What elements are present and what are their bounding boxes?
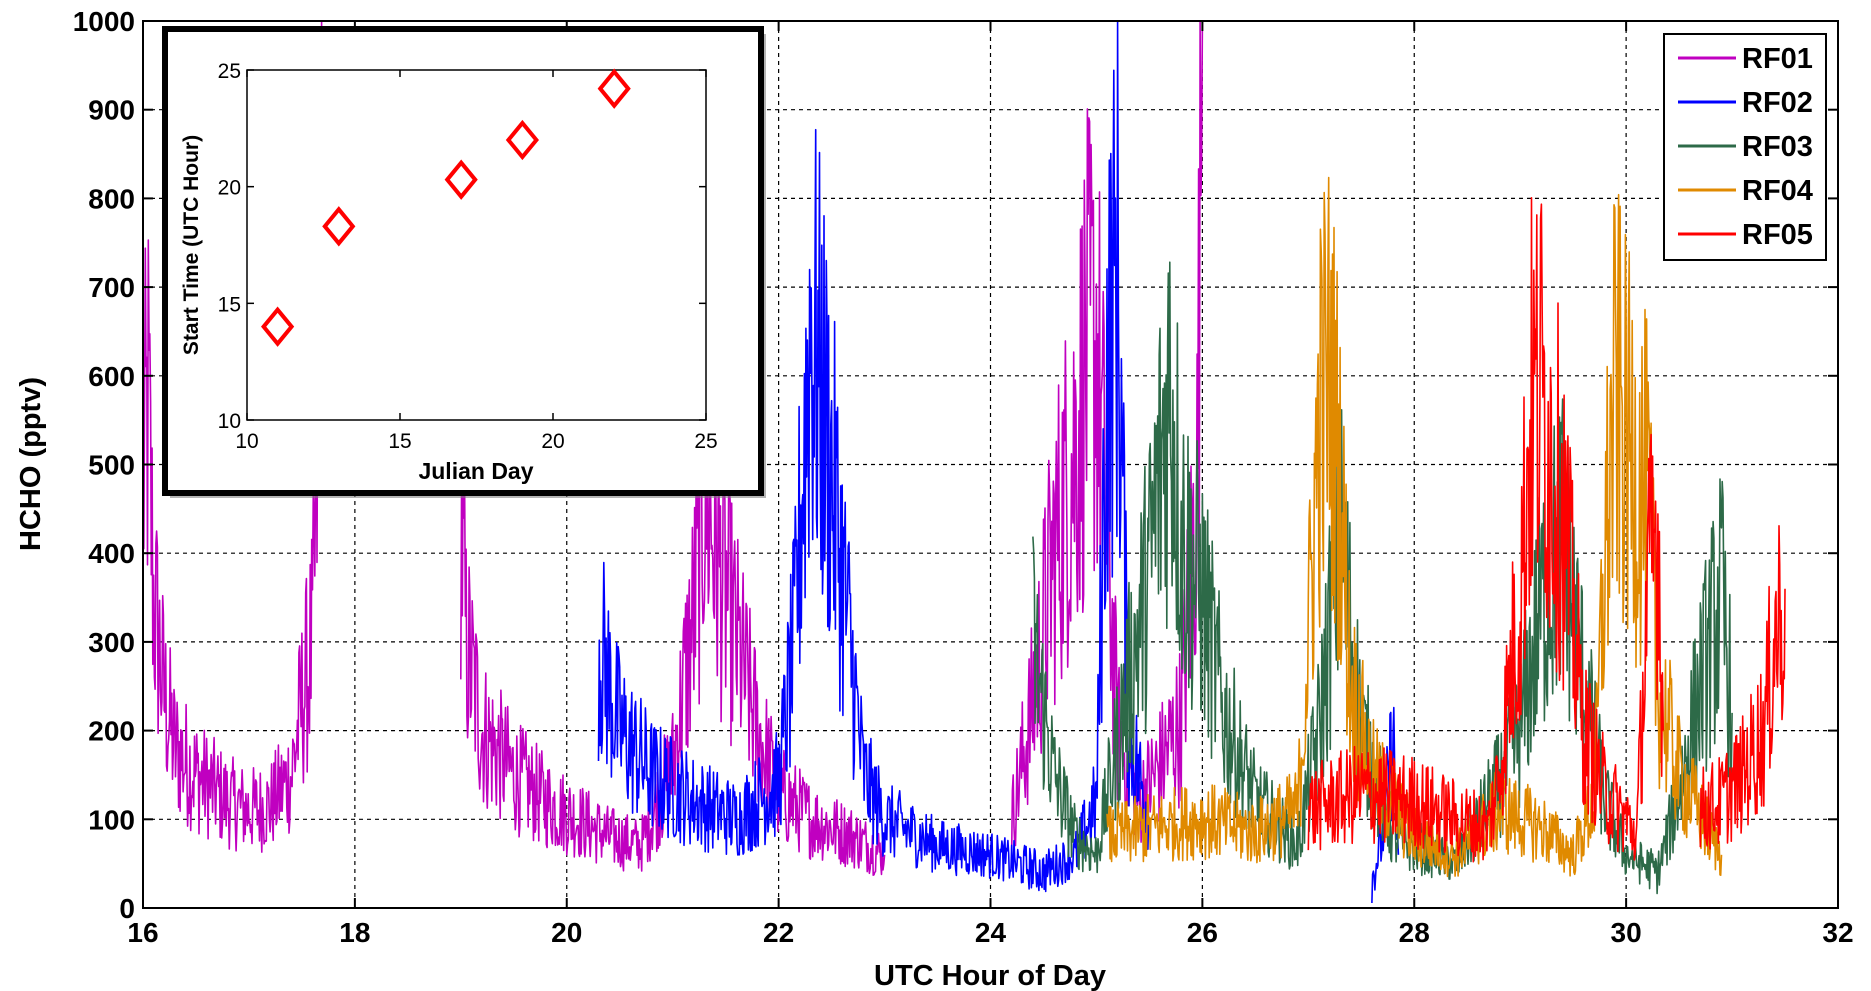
y-tick-label: 400 xyxy=(88,538,135,569)
inset-x-axis-label: Julian Day xyxy=(418,458,533,484)
inset-x-tick-label: 15 xyxy=(388,430,411,453)
series-line-rf02 xyxy=(597,20,1151,893)
inset-x-tick-label: 20 xyxy=(541,430,564,453)
main-ticks: 16 18 20 22 24 26 28 30 32 0 100 200 300 400 500 600 700… xyxy=(73,6,1854,948)
y-tick-label: 0 xyxy=(119,893,135,924)
main-series xyxy=(142,20,1786,904)
inset-diamond-marker xyxy=(505,119,539,161)
inset-frame xyxy=(162,26,764,496)
x-tick-label: 22 xyxy=(763,917,794,948)
legend-label-rf01: RF01 xyxy=(1742,43,1813,75)
legend-label-rf03: RF03 xyxy=(1742,131,1813,163)
series-line-rf01 xyxy=(142,20,324,853)
y-tick-label: 700 xyxy=(88,272,135,303)
inset-y-tick-label: 25 xyxy=(218,60,241,83)
y-tick-label: 900 xyxy=(88,95,135,126)
main-y-axis-label: HCHO (pptv) xyxy=(15,377,47,551)
legend-entries: RF01 RF02 RF03 RF04 RF05 xyxy=(1678,43,1813,251)
inset-y-tick-label: 10 xyxy=(218,410,241,433)
series-line-rf05 xyxy=(1307,197,1664,863)
series-line-rf05 xyxy=(1699,525,1786,850)
main-x-axis-label: UTC Hour of Day xyxy=(874,960,1106,991)
inset-y-tick-label: 20 xyxy=(218,177,241,200)
x-tick-label: 16 xyxy=(127,917,158,948)
y-tick-label: 1000 xyxy=(73,6,135,37)
x-tick-label: 30 xyxy=(1611,917,1642,948)
inset-ticks: 10 15 20 25 10 15 20 25 xyxy=(218,60,718,453)
inset-plot-frame xyxy=(246,69,707,421)
x-tick-label: 20 xyxy=(551,917,582,948)
x-tick-label: 32 xyxy=(1822,917,1853,948)
inset-y-tick-label: 15 xyxy=(218,293,241,316)
inset-diamond-marker xyxy=(322,206,356,247)
x-tick-label: 18 xyxy=(339,917,370,948)
y-tick-label: 100 xyxy=(88,804,135,835)
x-tick-label: 24 xyxy=(975,917,1007,948)
inset-diamond-marker xyxy=(261,306,295,347)
inset-y-axis-label: Start Time (UTC Hour) xyxy=(180,135,203,355)
series-line-rf01 xyxy=(460,340,886,876)
y-tick-label: 600 xyxy=(88,361,135,392)
y-tick-label: 300 xyxy=(88,627,135,658)
legend-label-rf02: RF02 xyxy=(1742,87,1813,119)
inset-chart: 10 15 20 25 10 15 20 25 Julian Day Start Time (… xyxy=(162,26,766,498)
y-tick-label: 500 xyxy=(88,450,135,481)
series-line-rf03 xyxy=(1032,261,1733,895)
inset-x-tick-label: 10 xyxy=(235,430,258,453)
x-tick-label: 26 xyxy=(1187,917,1218,948)
y-tick-label: 200 xyxy=(88,716,135,747)
inset-x-tick-label: 25 xyxy=(694,430,717,453)
inset-markers xyxy=(261,68,631,347)
x-tick-label: 28 xyxy=(1399,917,1430,948)
legend-label-rf05: RF05 xyxy=(1742,219,1813,251)
inset-diamond-marker xyxy=(597,68,631,109)
legend-label-rf04: RF04 xyxy=(1742,175,1813,207)
legend: RF01 RF02 RF03 RF04 RF05 xyxy=(1663,33,1827,261)
inset-diamond-marker xyxy=(444,159,478,200)
y-tick-label: 800 xyxy=(88,183,135,214)
